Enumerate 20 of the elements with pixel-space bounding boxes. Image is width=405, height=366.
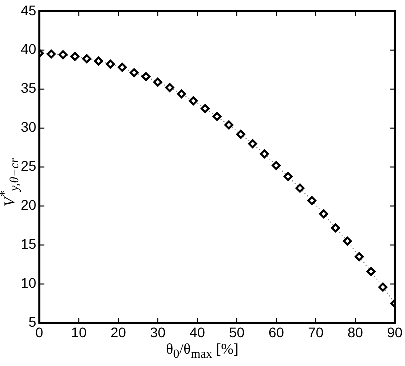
x-axis-title: θ$_{0}$/θ$_{max}$ [%] (165, 342, 240, 362)
y-tick-label: 10 (20, 275, 37, 292)
y-tick-label: 5 (28, 314, 37, 330)
x-tick-label: 80 (348, 324, 364, 340)
y-tick-label: 45 (20, 2, 37, 18)
x-tick-label: 70 (308, 324, 324, 340)
x-tick-label: 0 (36, 324, 44, 340)
y-tick-label: 35 (20, 80, 37, 96)
y-tick-label: 25 (20, 158, 37, 174)
y-tick-label: 30 (20, 119, 37, 136)
x-tick-label: 40 (190, 324, 206, 340)
x-tick-label: 30 (150, 324, 166, 340)
x-tick-label: 60 (268, 324, 285, 340)
y-tick-label: 15 (20, 236, 37, 252)
x-tick-label: 10 (71, 324, 88, 340)
y-tick-label: 40 (20, 41, 37, 58)
x-tick-label: 20 (110, 324, 127, 340)
y-tick-label: 20 (20, 197, 37, 214)
x-tick-label: 50 (229, 324, 246, 340)
x-tick-label: 90 (387, 324, 403, 340)
